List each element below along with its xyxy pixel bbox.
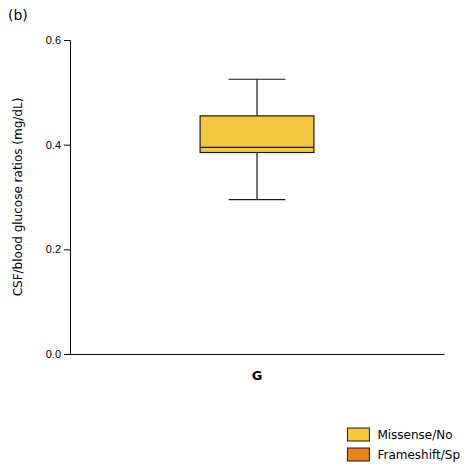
median bbox=[200, 147, 314, 148]
marks bbox=[200, 79, 314, 199]
y-axis-title: CSF/blood glucose ratios (mg/dL) bbox=[11, 98, 25, 297]
chart: (b) 0.0 0.2 0.4 0.6 CSF/blood glucose ratios … bbox=[0, 0, 474, 474]
x-axis-line bbox=[71, 354, 445, 355]
x-axis bbox=[71, 354, 445, 355]
cap-low bbox=[229, 199, 286, 200]
y-axis: 0.0 0.2 0.4 0.6 bbox=[46, 34, 71, 360]
box bbox=[200, 79, 314, 199]
whisker-high bbox=[256, 79, 257, 116]
y-tick-line bbox=[64, 40, 70, 41]
cap-high bbox=[229, 79, 286, 80]
y-tick: 0.4 bbox=[46, 139, 70, 151]
y-tick-label: 0.6 bbox=[46, 34, 61, 46]
y-tick: 0.6 bbox=[46, 34, 70, 46]
y-tick-line bbox=[64, 249, 70, 250]
x-axis-title: G bbox=[252, 368, 263, 383]
y-axis-line bbox=[64, 41, 71, 355]
plot: 0.0 0.2 0.4 0.6 CSF/blood glucose ratios (mg… bbox=[11, 34, 445, 383]
legend-label: Frameshift/Sp bbox=[377, 448, 460, 462]
legend-item: Missense/No bbox=[347, 428, 452, 442]
y-tick: 0.0 bbox=[46, 348, 70, 360]
legend: Missense/No Frameshift/Sp bbox=[347, 428, 460, 462]
box-body bbox=[200, 116, 314, 153]
y-tick-label: 0.4 bbox=[46, 139, 61, 151]
y-tick-line bbox=[64, 354, 70, 355]
whisker-low bbox=[256, 153, 257, 200]
legend-item: Frameshift/Sp bbox=[347, 448, 460, 462]
legend-swatch bbox=[347, 428, 369, 441]
annotation: (b) bbox=[8, 7, 28, 23]
legend-swatch bbox=[347, 448, 369, 461]
y-tick-label: 0.0 bbox=[46, 348, 61, 360]
legend-label: Missense/No bbox=[377, 428, 452, 442]
y-tick-line bbox=[64, 145, 70, 146]
y-tick: 0.2 bbox=[46, 243, 70, 255]
y-tick-label: 0.2 bbox=[46, 243, 61, 255]
